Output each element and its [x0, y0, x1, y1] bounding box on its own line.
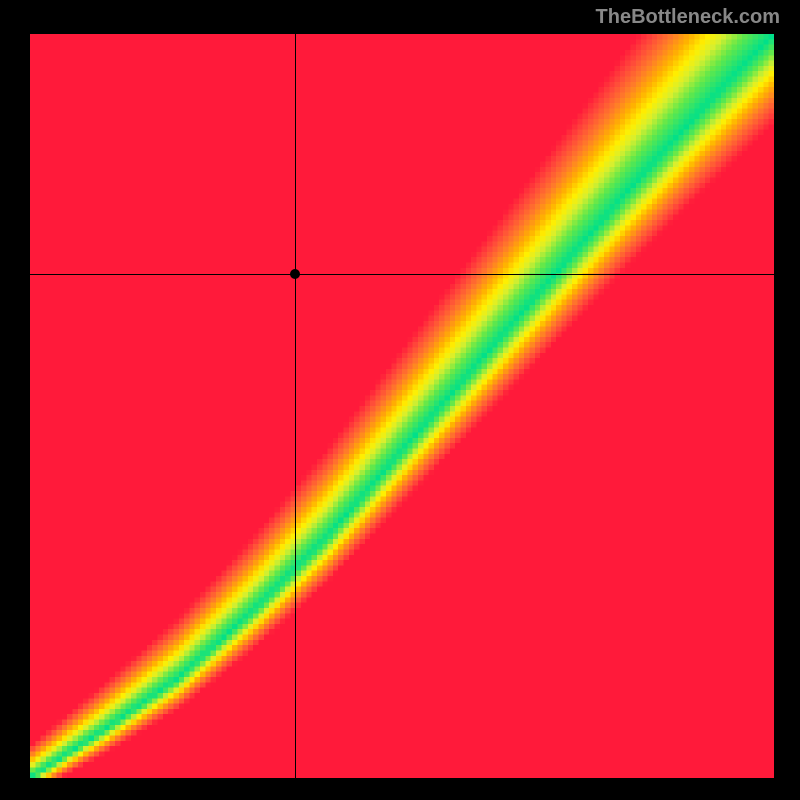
heatmap-canvas — [30, 34, 774, 778]
bottleneck-heatmap — [30, 34, 774, 778]
sample-point-marker — [290, 269, 300, 279]
crosshair-horizontal — [30, 274, 774, 275]
crosshair-vertical — [295, 34, 296, 778]
watermark-text: TheBottleneck.com — [596, 6, 780, 29]
